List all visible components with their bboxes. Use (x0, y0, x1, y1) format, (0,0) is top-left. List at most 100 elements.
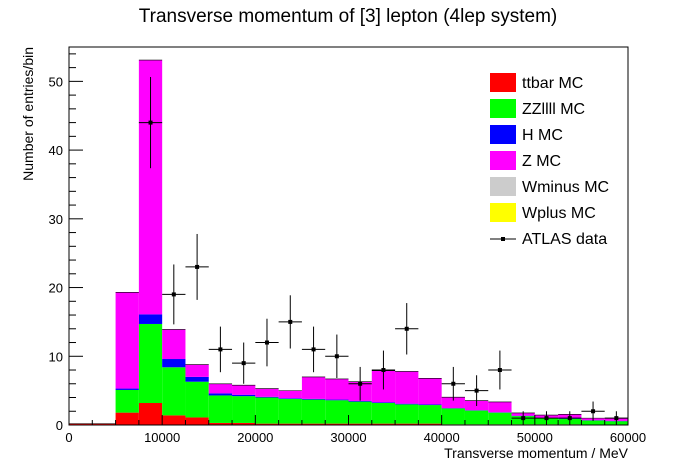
bar-1-5 (185, 381, 209, 418)
bar-0-12 (348, 423, 372, 425)
data-point-6 (288, 319, 293, 324)
bar-3-10 (301, 376, 326, 399)
data-point-14 (497, 368, 502, 373)
legend-swatch-2 (490, 125, 516, 144)
chart-title: Transverse momentum of [3] lepton (4lep … (139, 6, 558, 27)
legend-swatch-3 (490, 151, 516, 170)
bar-0-6 (208, 422, 233, 425)
bar-2-3 (138, 314, 163, 324)
bar-1-10 (301, 399, 326, 424)
legend-swatch-0 (490, 73, 516, 92)
bar-3-7 (232, 385, 256, 395)
data-point-8 (334, 354, 339, 359)
data-point-11 (404, 326, 409, 331)
bar-2-2 (115, 388, 139, 390)
bar-3-15 (418, 378, 442, 405)
bar-2-13 (371, 402, 396, 404)
bar-0-0 (69, 423, 93, 425)
bar-1-4 (162, 367, 186, 416)
legend-data-marker (501, 237, 505, 241)
data-point-2 (195, 264, 200, 269)
bar-3-14 (395, 371, 419, 404)
data-point-15 (521, 416, 526, 421)
y-tick-label-2: 20 (49, 281, 63, 296)
bar-1-16 (441, 408, 465, 425)
bar-0-2 (115, 412, 139, 425)
bar-1-12 (348, 401, 372, 424)
legend-label-2: H MC (522, 127, 563, 144)
x-tick-label-1: 10000 (144, 430, 180, 445)
data-points (138, 77, 628, 425)
bar-2-7 (232, 394, 256, 397)
bar-3-3 (138, 60, 163, 315)
bar-3-16 (441, 397, 465, 409)
bar-1-14 (395, 404, 419, 424)
bar-0-4 (162, 415, 186, 425)
x-tick-label-2: 20000 (237, 430, 273, 445)
y-axis-label: Number of entries/bin (20, 47, 36, 181)
legend-swatch-1 (490, 99, 516, 118)
bar-1-3 (138, 323, 163, 404)
bar-0-13 (371, 423, 396, 425)
bar-0-1 (92, 423, 116, 425)
bar-1-17 (464, 410, 489, 425)
bar-2-9 (278, 398, 302, 399)
bar-0-3 (138, 403, 163, 425)
bar-1-9 (278, 398, 302, 424)
bar-1-13 (371, 403, 396, 424)
data-point-19 (614, 416, 619, 421)
bar-0-14 (395, 423, 419, 425)
x-tick-label-5: 50000 (517, 430, 553, 445)
y-tick-label-5: 50 (49, 74, 63, 89)
bar-3-4 (162, 329, 186, 360)
x-tick-label-4: 40000 (424, 430, 460, 445)
bar-0-15 (418, 423, 442, 425)
bar-2-8 (255, 396, 279, 398)
bar-3-6 (208, 383, 233, 394)
y-axis: 0 10 20 30 40 50 (49, 53, 83, 433)
bar-3-5 (185, 364, 209, 377)
bar-2-15 (418, 404, 442, 406)
data-point-17 (567, 416, 572, 421)
data-point-7 (311, 347, 316, 352)
bar-1-22 (581, 420, 605, 425)
data-point-9 (358, 381, 363, 386)
bar-2-10 (301, 398, 326, 400)
legend-label-data: ATLAS data (522, 231, 607, 248)
data-point-10 (381, 368, 386, 373)
bar-2-14 (395, 403, 419, 405)
bar-3-8 (255, 388, 279, 397)
bar-3-18 (488, 401, 512, 413)
bar-0-5 (185, 417, 209, 425)
bar-1-11 (325, 400, 349, 424)
data-point-1 (171, 292, 176, 297)
y-tick-label-4: 40 (49, 143, 63, 158)
bar-2-4 (162, 359, 186, 368)
y-tick-label-3: 30 (49, 212, 63, 227)
bar-0-9 (278, 423, 302, 425)
legend-label-3: Z MC (522, 153, 561, 170)
data-point-5 (264, 340, 269, 345)
bar-1-2 (115, 389, 139, 413)
legend-swatch-4 (490, 177, 516, 196)
bar-1-7 (232, 396, 256, 423)
bar-0-7 (232, 422, 256, 425)
x-axis-label: Transverse momentum / MeV (444, 445, 629, 461)
legend-label-1: ZZllll MC (522, 101, 585, 118)
data-point-18 (591, 409, 596, 414)
bar-0-11 (325, 423, 349, 425)
bar-0-8 (255, 423, 279, 425)
bar-2-6 (208, 393, 233, 396)
legend-swatch-5 (490, 203, 516, 222)
data-point-4 (241, 361, 246, 366)
y-tick-label-0: 0 (56, 418, 63, 433)
bar-3-2 (115, 292, 139, 389)
bar-3-9 (278, 390, 302, 399)
legend-label-0: ttbar MC (522, 75, 583, 92)
bar-2-5 (185, 376, 209, 382)
bar-2-12 (348, 400, 372, 402)
x-tick-label-3: 30000 (330, 430, 366, 445)
data-point-16 (544, 416, 549, 421)
bar-1-8 (255, 397, 279, 424)
